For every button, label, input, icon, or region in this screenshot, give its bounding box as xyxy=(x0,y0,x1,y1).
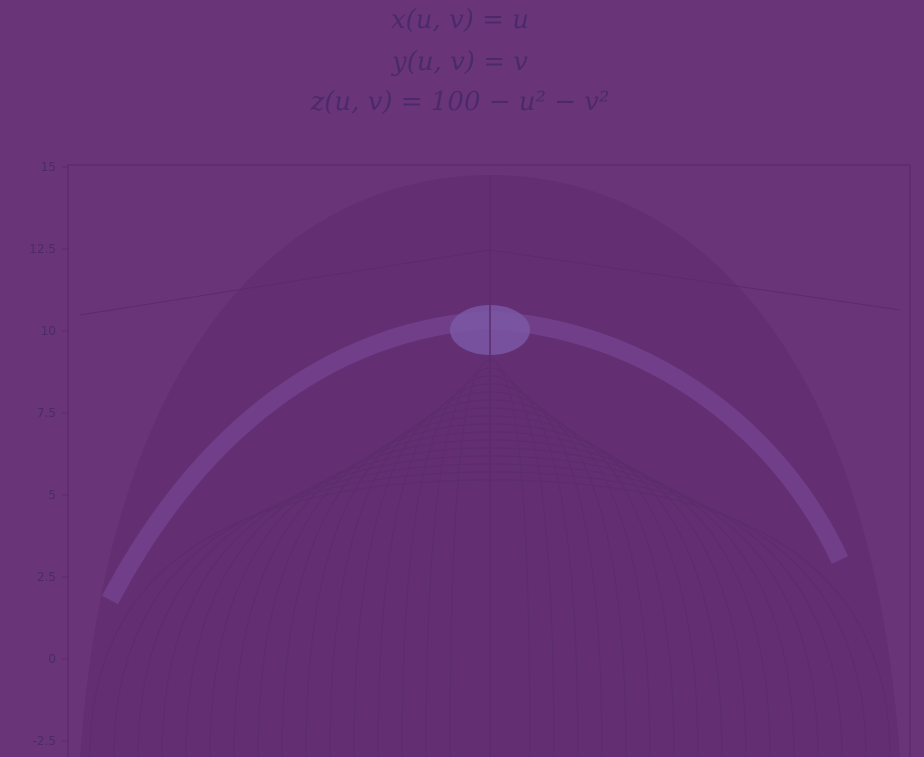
contour-arc xyxy=(257,423,723,757)
tick-label: 10 xyxy=(41,324,56,338)
tick-label: -2.5 xyxy=(33,734,56,748)
left-axis: 15 12.5 10 7.5 5 2.5 0 -2.5 xyxy=(29,160,68,748)
contour-arc xyxy=(449,359,531,757)
contour-arc xyxy=(233,431,747,757)
contour-arc xyxy=(161,455,819,757)
contour-arc xyxy=(89,479,891,757)
contour-arc xyxy=(377,383,603,757)
mesh-line xyxy=(489,249,901,311)
title-line: z(u, v) = 100 − u² − v² xyxy=(310,87,610,117)
title-line: y(u, v) = v xyxy=(391,47,528,77)
tick-label: 12.5 xyxy=(29,242,56,256)
tick-label: 15 xyxy=(41,160,56,174)
tick-label: 5 xyxy=(48,488,56,502)
contour-arc xyxy=(425,367,555,757)
plot-frame xyxy=(67,164,911,757)
contour-arc xyxy=(353,391,627,757)
contour-arc xyxy=(401,375,579,757)
mesh-line xyxy=(79,249,491,316)
contour-arc xyxy=(209,439,771,757)
contour-arc xyxy=(281,415,699,757)
tick-label: 0 xyxy=(48,652,56,666)
contours xyxy=(89,359,891,757)
contour-arc xyxy=(305,407,675,757)
contour-arc xyxy=(329,399,651,757)
contour-arc xyxy=(137,463,843,757)
tick-label: 7.5 xyxy=(37,406,56,420)
tick-label: 2.5 xyxy=(37,570,56,584)
title-line: x(u, v) = u xyxy=(391,5,529,35)
contour-arc xyxy=(185,447,795,757)
contour-arc xyxy=(113,471,867,757)
